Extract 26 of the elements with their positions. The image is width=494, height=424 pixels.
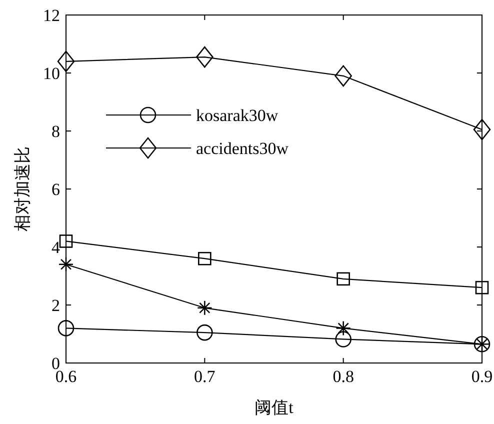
x-tick-label: 0.7 xyxy=(194,367,216,386)
point xyxy=(336,320,351,336)
point xyxy=(197,300,212,316)
point xyxy=(58,320,74,336)
legend-label: kosarak30w xyxy=(196,106,279,125)
x-tick-label: 0.9 xyxy=(471,367,493,386)
point xyxy=(196,46,214,68)
y-tick-label: 12 xyxy=(43,6,60,25)
y-tick-label: 4 xyxy=(52,238,60,257)
x-axis-title: 阈值t xyxy=(254,398,294,417)
point xyxy=(475,280,489,294)
point xyxy=(58,256,74,272)
y-tick-label: 10 xyxy=(43,64,60,83)
point xyxy=(473,118,491,140)
point xyxy=(335,331,352,348)
y-tick-label: 6 xyxy=(52,180,60,199)
point xyxy=(334,65,352,87)
x-tick-label: 0.8 xyxy=(332,367,354,386)
y-tick-label: 8 xyxy=(52,122,60,141)
point xyxy=(59,234,73,248)
point xyxy=(198,252,212,266)
y-tick-label: 2 xyxy=(52,296,60,315)
point xyxy=(196,324,213,341)
legend-label: accidents30w xyxy=(196,139,290,158)
point xyxy=(336,272,350,286)
y-axis-title: 相对加速比 xyxy=(13,146,32,232)
